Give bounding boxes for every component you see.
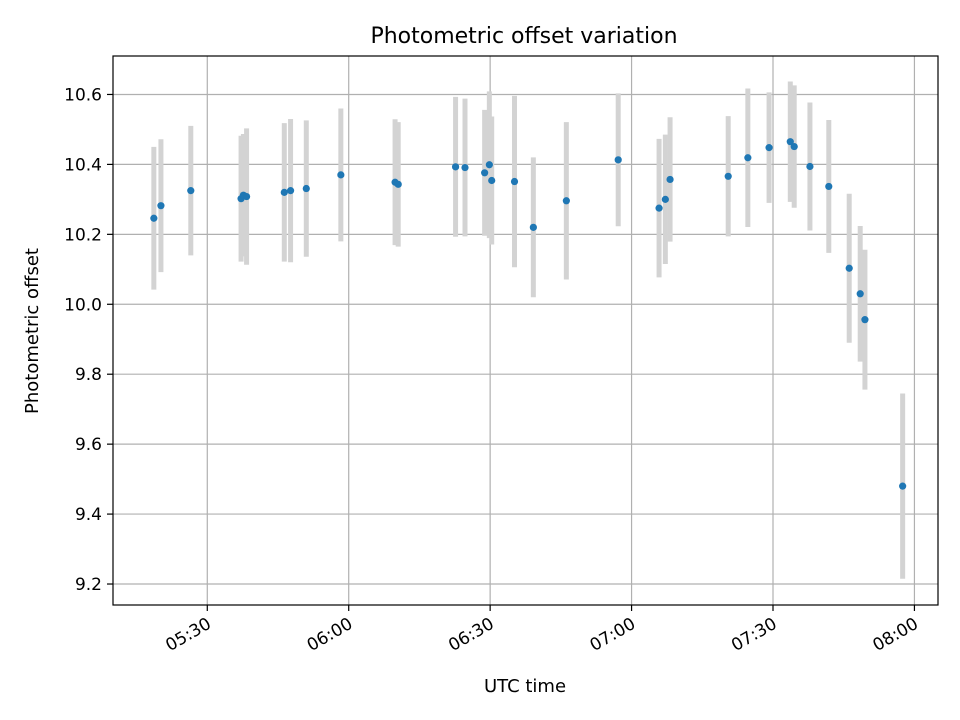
data-point: [529, 223, 537, 231]
y-tick-label: 10.0: [64, 295, 102, 315]
data-point: [666, 175, 674, 184]
data-point: [765, 144, 773, 152]
data-point: [242, 192, 251, 201]
data-point: [461, 163, 469, 172]
y-axis-ticks: 9.2 9.4 9.6 9.8 10.0 10.2 10.4 10.6: [64, 85, 113, 595]
y-tick-label: 10.6: [64, 85, 102, 105]
y-tick-label: 9.2: [75, 575, 102, 595]
y-tick-label: 9.4: [75, 505, 102, 525]
data-point: [451, 163, 460, 171]
data-points: [150, 138, 907, 490]
y-tick-label: 9.8: [75, 365, 102, 385]
data-point: [790, 142, 798, 151]
data-point: [510, 177, 519, 186]
plot-frame: [112, 55, 939, 606]
y-axis-label: Photometric offset: [22, 248, 43, 414]
data-point: [786, 138, 794, 146]
data-point: [562, 197, 570, 205]
data-point: [825, 182, 833, 191]
data-point: [286, 187, 295, 195]
y-tick-label: 9.6: [75, 435, 102, 455]
x-axis-label: UTC time: [484, 676, 566, 697]
data-point: [481, 169, 489, 177]
grid-lines: [113, 56, 938, 605]
data-point: [614, 156, 622, 164]
data-point: [485, 161, 493, 169]
data-point: [394, 180, 402, 188]
data-point: [187, 187, 195, 195]
data-point: [899, 482, 907, 490]
data-point: [724, 172, 732, 180]
data-point: [744, 154, 752, 162]
data-point: [655, 204, 663, 212]
data-point: [337, 171, 345, 179]
data-point: [157, 202, 165, 210]
chart-title: Photometric offset variation: [370, 24, 677, 49]
data-point: [150, 214, 158, 222]
data-point: [806, 162, 814, 171]
data-point: [488, 176, 496, 185]
data-point: [861, 316, 869, 324]
data-point: [661, 195, 669, 203]
data-point: [280, 188, 288, 196]
data-point: [845, 264, 853, 272]
y-tick-label: 10.2: [64, 225, 102, 245]
data-point: [302, 184, 310, 193]
data-point: [856, 290, 864, 298]
y-tick-label: 10.4: [64, 155, 102, 175]
